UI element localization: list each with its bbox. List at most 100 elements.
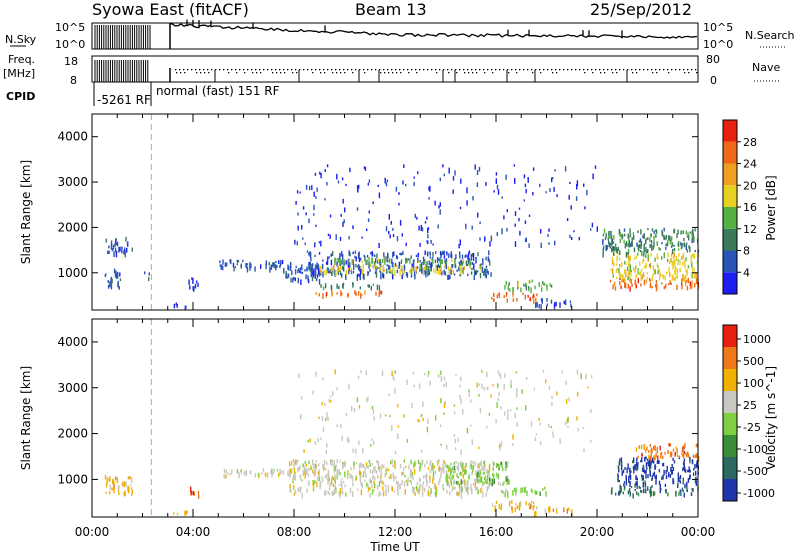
data-cell xyxy=(470,486,472,491)
data-cell xyxy=(289,266,292,271)
data-cell xyxy=(565,398,568,404)
freq-dot xyxy=(547,69,549,71)
data-cell xyxy=(632,232,634,235)
data-cell xyxy=(636,477,638,481)
data-cell xyxy=(413,487,415,490)
data-cell xyxy=(625,480,628,486)
data-cell xyxy=(309,262,312,266)
data-cell xyxy=(290,469,293,473)
data-cell xyxy=(547,424,550,428)
data-cell xyxy=(641,457,643,463)
data-cell xyxy=(368,256,370,261)
data-cell xyxy=(630,278,632,284)
data-cell xyxy=(330,259,333,266)
data-cell xyxy=(337,270,339,275)
data-cell xyxy=(355,256,357,262)
data-cell xyxy=(651,285,653,289)
data-cell xyxy=(649,455,652,461)
data-cell xyxy=(507,480,510,485)
data-cell xyxy=(651,457,654,463)
data-cell xyxy=(312,459,314,466)
colorbar-tick-label: -500 xyxy=(743,465,768,478)
data-cell xyxy=(482,483,484,486)
data-cell xyxy=(625,272,627,277)
data-cell xyxy=(684,466,686,472)
y-tick-label: 4000 xyxy=(57,335,88,349)
nave-dot xyxy=(532,72,534,74)
data-cell xyxy=(362,448,364,453)
data-cell xyxy=(590,228,592,231)
data-cell xyxy=(424,271,426,275)
data-cell xyxy=(347,267,350,271)
data-cell xyxy=(459,206,462,210)
freq-dot xyxy=(543,69,545,71)
data-cell xyxy=(673,252,675,258)
data-cell xyxy=(496,463,498,469)
data-cell xyxy=(693,467,695,471)
data-cell xyxy=(634,464,636,471)
freq-dot xyxy=(491,69,493,71)
data-cell xyxy=(379,413,382,419)
freq-dot xyxy=(447,69,449,71)
data-cell xyxy=(532,501,535,504)
freq-dot xyxy=(263,69,265,71)
data-cell xyxy=(474,463,476,466)
data-cell xyxy=(627,283,630,289)
freq-dot xyxy=(423,69,425,71)
data-cell xyxy=(619,250,621,255)
data-cell xyxy=(676,268,678,274)
data-cell xyxy=(125,236,127,242)
data-cell xyxy=(400,259,403,262)
data-cell xyxy=(288,473,290,477)
data-cell xyxy=(643,246,645,253)
data-cell xyxy=(636,467,638,472)
data-cell xyxy=(413,489,415,494)
data-cell xyxy=(693,267,695,274)
data-cell xyxy=(683,242,686,248)
data-cell xyxy=(356,397,359,403)
data-cell xyxy=(580,373,582,380)
data-cell xyxy=(233,267,235,272)
data-cell xyxy=(315,371,317,377)
data-cell xyxy=(351,491,354,497)
data-cell xyxy=(446,472,449,477)
data-cell xyxy=(396,236,399,242)
data-cell xyxy=(447,475,449,478)
data-cell xyxy=(534,285,536,290)
colorbar-swatch xyxy=(723,369,737,391)
freq-dot xyxy=(251,69,253,71)
data-cell xyxy=(478,462,480,465)
data-cell xyxy=(655,286,658,292)
data-cell xyxy=(392,228,394,231)
data-cell xyxy=(629,491,631,497)
colorbar-swatch xyxy=(723,325,737,347)
data-cell xyxy=(475,257,477,263)
freq-dot xyxy=(351,69,353,71)
data-cell xyxy=(322,293,324,299)
data-cell xyxy=(685,230,688,235)
data-cell xyxy=(278,472,280,477)
data-cell xyxy=(493,478,495,484)
data-cell xyxy=(628,475,630,481)
data-cell xyxy=(523,174,526,179)
data-cell xyxy=(405,257,407,261)
data-cell xyxy=(391,258,393,265)
data-cell xyxy=(460,376,462,381)
data-cell xyxy=(475,478,477,483)
data-cell xyxy=(345,412,348,417)
data-cell xyxy=(297,467,299,473)
data-cell xyxy=(325,417,327,422)
cpid-segment-2: normal (fast) 151 RF xyxy=(156,84,280,98)
data-cell xyxy=(334,369,336,375)
data-cell xyxy=(665,474,668,479)
data-cell xyxy=(456,269,458,272)
data-cell xyxy=(275,264,277,271)
data-cell xyxy=(307,473,310,477)
nave-dot xyxy=(616,72,618,74)
data-cell xyxy=(106,477,108,484)
data-cell xyxy=(445,477,448,483)
data-cell xyxy=(478,383,480,387)
data-cell xyxy=(278,260,280,264)
data-cell xyxy=(283,267,285,274)
data-cell xyxy=(301,492,303,499)
